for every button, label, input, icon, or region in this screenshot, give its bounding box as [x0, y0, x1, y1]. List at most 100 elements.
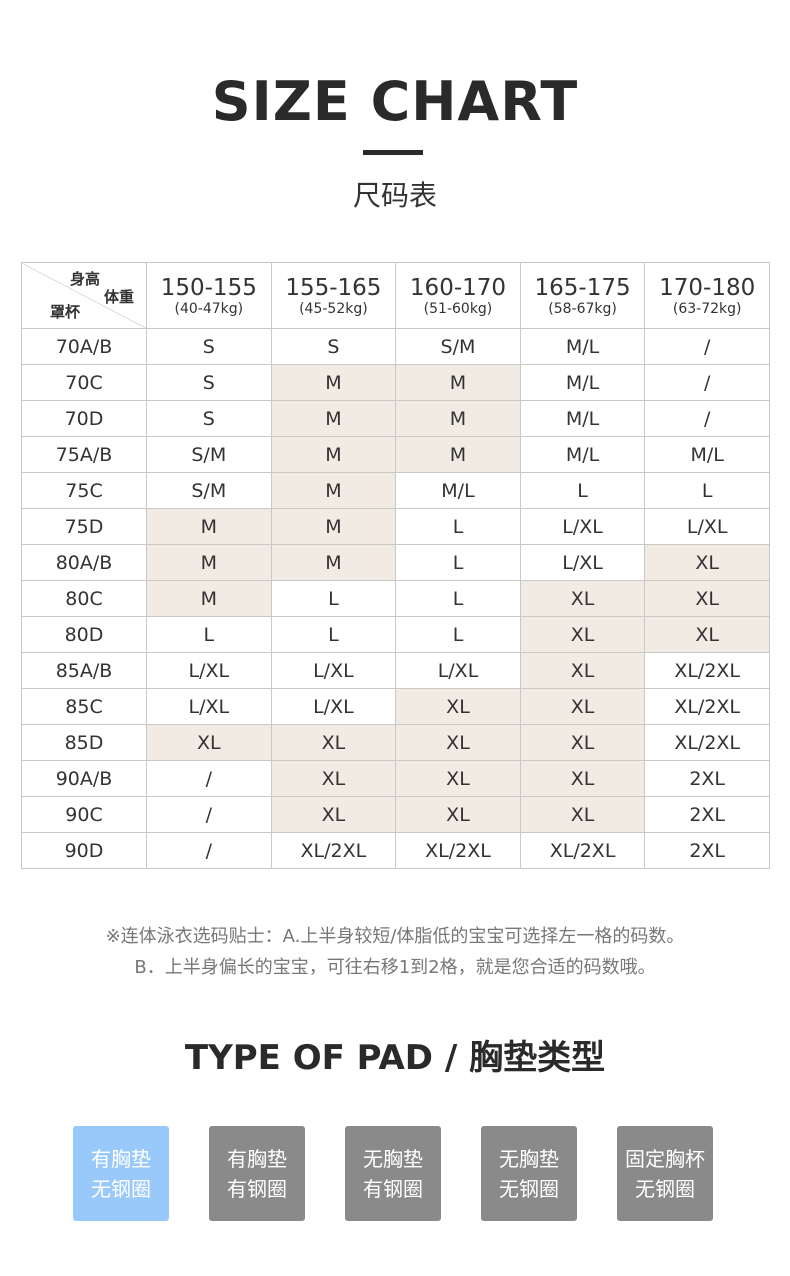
- weight-range: (45-52kg): [299, 300, 368, 317]
- size-cell: L/XL: [519, 544, 646, 581]
- size-cell: L/XL: [146, 652, 272, 689]
- table-row: 70D S M M M/L /: [21, 400, 770, 437]
- size-cell: /: [644, 364, 770, 401]
- size-cell: XL: [270, 796, 397, 833]
- size-cell: M: [270, 364, 397, 401]
- pad-type-title: TYPE OF PAD / 胸垫类型: [184, 1038, 606, 1078]
- size-cell: /: [146, 760, 272, 797]
- table-row: 90C / XL XL XL 2XL: [21, 796, 770, 833]
- pad-line-2: 有钢圈: [227, 1176, 287, 1201]
- size-cell: M: [270, 400, 397, 437]
- pad-option[interactable]: 有胸垫 无钢圈: [73, 1126, 169, 1221]
- size-cell: 2XL: [644, 832, 770, 869]
- size-cell: XL: [519, 760, 646, 797]
- cup-size: 75D: [21, 508, 147, 545]
- pad-line-1: 有胸垫: [91, 1146, 151, 1171]
- height-range: 155-165: [285, 274, 382, 301]
- table-row: 70C S M M M/L /: [21, 364, 770, 401]
- table-row: 75D M M L L/XL L/XL: [21, 508, 770, 545]
- size-cell: S: [146, 400, 272, 437]
- cup-size: 70C: [21, 364, 147, 401]
- size-cell: L/XL: [519, 508, 646, 545]
- size-cell: /: [644, 328, 770, 365]
- table-row: 70A/B S S S/M M/L /: [21, 328, 770, 365]
- pad-line-1: 固定胸杯: [625, 1146, 705, 1171]
- size-cell: S/M: [395, 328, 521, 365]
- cup-size: 80D: [21, 616, 147, 653]
- column-header: 155-165 (45-52kg): [270, 262, 397, 329]
- size-cell: XL: [519, 652, 646, 689]
- pad-line-2: 无钢圈: [635, 1176, 695, 1201]
- height-range: 165-175: [534, 274, 631, 301]
- pad-option[interactable]: 有胸垫 有钢圈: [209, 1126, 305, 1221]
- weight-range: (63-72kg): [672, 300, 742, 317]
- size-cell: XL: [644, 544, 770, 581]
- weight-label: 体重: [104, 288, 135, 306]
- tip-line-1: ※连体泳衣选码贴士：A.上半身较短/体脂低的宝宝可选择左一格的码数。: [105, 926, 685, 947]
- column-header: 170-180 (63-72kg): [644, 262, 770, 329]
- size-cell: M: [270, 544, 397, 581]
- size-cell: XL: [270, 760, 397, 797]
- size-cell: XL/2XL: [519, 832, 646, 869]
- table-row: 90D / XL/2XL XL/2XL XL/2XL 2XL: [21, 832, 770, 869]
- size-cell: XL: [519, 580, 646, 617]
- size-cell: XL: [270, 724, 397, 761]
- cup-size: 70D: [21, 400, 147, 437]
- size-cell: M: [146, 544, 272, 581]
- size-cell: XL: [395, 724, 521, 761]
- pad-line-1: 无胸垫: [499, 1146, 559, 1171]
- column-header: 150-155 (40-47kg): [146, 262, 272, 329]
- pad-option[interactable]: 无胸垫 无钢圈: [481, 1126, 577, 1221]
- size-cell: M: [395, 364, 521, 401]
- size-cell: L: [519, 472, 646, 509]
- size-cell: XL: [519, 796, 646, 833]
- cup-size: 85D: [21, 724, 147, 761]
- size-cell: S/M: [146, 472, 272, 509]
- cup-size: 90D: [21, 832, 147, 869]
- table-row: 75C S/M M M/L L L: [21, 472, 770, 509]
- cup-size: 75A/B: [21, 436, 147, 473]
- table-row: 90A/B / XL XL XL 2XL: [21, 760, 770, 797]
- size-cell: XL: [519, 616, 646, 653]
- size-cell: M/L: [519, 364, 646, 401]
- page-subtitle: 尺码表: [352, 179, 437, 212]
- size-cell: L/XL: [146, 688, 272, 725]
- size-cell: M: [270, 508, 397, 545]
- cup-size: 80C: [21, 580, 147, 617]
- size-cell: M: [395, 400, 521, 437]
- weight-range: (40-47kg): [174, 300, 244, 317]
- size-cell: L: [395, 616, 521, 653]
- table-row: 75A/B S/M M M M/L M/L: [21, 436, 770, 473]
- table-row: 80D L L L XL XL: [21, 616, 770, 653]
- size-cell: S: [146, 364, 272, 401]
- size-cell: M: [270, 472, 397, 509]
- size-cell: L: [395, 508, 521, 545]
- size-cell: M/L: [644, 436, 770, 473]
- size-cell: XL: [519, 688, 646, 725]
- size-cell: M: [146, 580, 272, 617]
- size-cell: XL/2XL: [395, 832, 521, 869]
- pad-line-2: 有钢圈: [363, 1176, 423, 1201]
- size-cell: XL/2XL: [270, 832, 397, 869]
- pad-option[interactable]: 固定胸杯 无钢圈: [617, 1126, 713, 1221]
- column-header: 160-170 (51-60kg): [395, 262, 521, 329]
- size-cell: L: [146, 616, 272, 653]
- height-label: 身高: [70, 270, 101, 288]
- cup-size: 75C: [21, 472, 147, 509]
- size-cell: L: [395, 544, 521, 581]
- cup-size: 70A/B: [21, 328, 147, 365]
- size-cell: M: [146, 508, 272, 545]
- weight-range: (58-67kg): [548, 300, 617, 317]
- table-row: 85C L/XL L/XL XL XL XL/2XL: [21, 688, 770, 725]
- cup-size: 90C: [21, 796, 147, 833]
- size-cell: XL: [395, 760, 521, 797]
- size-cell: /: [146, 832, 272, 869]
- size-cell: XL/2XL: [644, 688, 770, 725]
- size-cell: /: [146, 796, 272, 833]
- size-cell: 2XL: [644, 760, 770, 797]
- size-cell: M: [395, 436, 521, 473]
- size-cell: M: [270, 436, 397, 473]
- size-cell: M/L: [395, 472, 521, 509]
- pad-option[interactable]: 无胸垫 有钢圈: [345, 1126, 441, 1221]
- cup-size: 80A/B: [21, 544, 147, 581]
